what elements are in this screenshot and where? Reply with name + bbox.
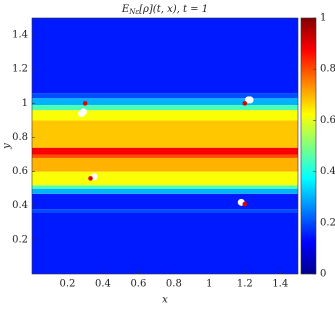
heat-band: [32, 188, 298, 194]
colorbar-tick-label: 0: [320, 269, 326, 280]
heat-band: [32, 209, 298, 213]
x-tick-label: 0.8: [166, 279, 182, 290]
x-tick-label: 0.6: [130, 279, 146, 290]
particle: [82, 101, 88, 106]
colorbar-tick-label: 1: [320, 13, 326, 24]
colorbar-tick-label: 0.4: [320, 166, 335, 177]
heat-band: [32, 120, 298, 148]
particle: [242, 101, 248, 106]
heat-band: [32, 157, 298, 172]
colorbar: [300, 17, 317, 275]
particle: [88, 176, 93, 181]
heat-band: [32, 212, 298, 274]
x-tick-label: 1.4: [272, 279, 288, 290]
x-axis-label: x: [162, 295, 168, 306]
y-tick-label: 1.2: [12, 64, 28, 75]
title-sub: Nε: [128, 8, 139, 16]
y-tick-label: 1.4: [12, 30, 28, 41]
plot-frame: [31, 17, 299, 275]
particle: [79, 108, 87, 116]
x-tick-label: 0.2: [60, 279, 76, 290]
heat-band: [32, 193, 298, 210]
y-axis-label: y: [2, 143, 13, 150]
colorbar-tick-label: 0.8: [320, 64, 335, 75]
y-tick-label: 0.4: [12, 200, 28, 211]
title-main: E: [121, 4, 130, 15]
y-tick-label: 1: [22, 98, 28, 109]
y-tick-label: 0.2: [12, 234, 28, 245]
y-tick-label: 0.8: [12, 132, 28, 143]
heat-band: [32, 98, 298, 106]
heat-band: [32, 185, 298, 189]
particle: [246, 96, 254, 104]
heat-band: [32, 171, 298, 186]
x-tick-label: 1: [206, 279, 212, 290]
x-tick-label: 1.2: [237, 279, 253, 290]
x-tick-label: 0.4: [95, 279, 111, 290]
particle: [242, 201, 248, 207]
colorbar-tick-label: 0.2: [320, 217, 335, 228]
heat-band: [32, 154, 298, 158]
heat-band: [32, 105, 298, 111]
heat-band: [32, 110, 298, 121]
heat-band: [32, 147, 298, 155]
colorbar-tick-label: 0.6: [320, 115, 335, 126]
chart-title: ENε[ρ](t, x), t = 1: [121, 4, 208, 17]
title-rest: [ρ](t, x), t = 1: [139, 4, 208, 15]
heat-band: [32, 93, 298, 99]
heat-band: [32, 18, 298, 94]
y-tick-label: 0.6: [12, 166, 28, 177]
